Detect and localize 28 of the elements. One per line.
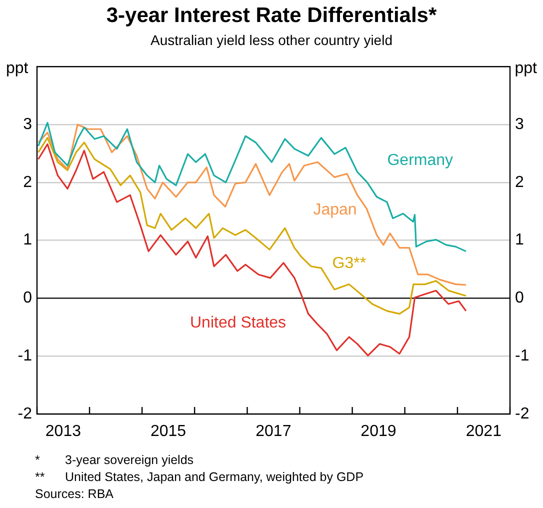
series-label: United States [190,314,286,332]
y-tick-label: -2 [18,405,32,422]
x-tick-label: 2019 [360,423,396,440]
y-tick-label: 2 [23,174,32,191]
y2-axis-title: ppt [514,60,537,78]
text: * 3-year sovereign yields [35,453,194,467]
y-tick-label: 1 [23,232,32,249]
y2-tick-label: 2 [515,174,524,191]
series-label: G3** [332,254,366,272]
series-label: Japan [313,202,357,219]
text: ** United States, Japan and Germany, weighted by GDP [35,470,364,484]
y-tick-label: -1 [18,348,32,365]
x-tick-label: 2013 [45,423,82,440]
x-tick-label: 2021 [466,423,502,440]
y2-tick-label: 1 [515,232,524,249]
y-tick-label: 3 [23,116,32,133]
x-tick-label: 2017 [256,423,292,440]
series-label: Germany [387,152,454,169]
chart-title: 3-year Interest Rate Differentials* [105,4,438,28]
y-tick-label: 0 [23,290,32,307]
x-tick-label: 2015 [150,423,186,440]
y2-tick-label: 3 [515,116,524,133]
y2-tick-label: -1 [515,348,530,365]
y2-tick-label: -2 [515,405,530,422]
chart-subtitle: Australian yield less other country yield [149,32,394,48]
y-axis-title: ppt [6,60,28,78]
y2-tick-label: 0 [515,290,524,307]
source-note: Sources: RBA [35,486,115,503]
